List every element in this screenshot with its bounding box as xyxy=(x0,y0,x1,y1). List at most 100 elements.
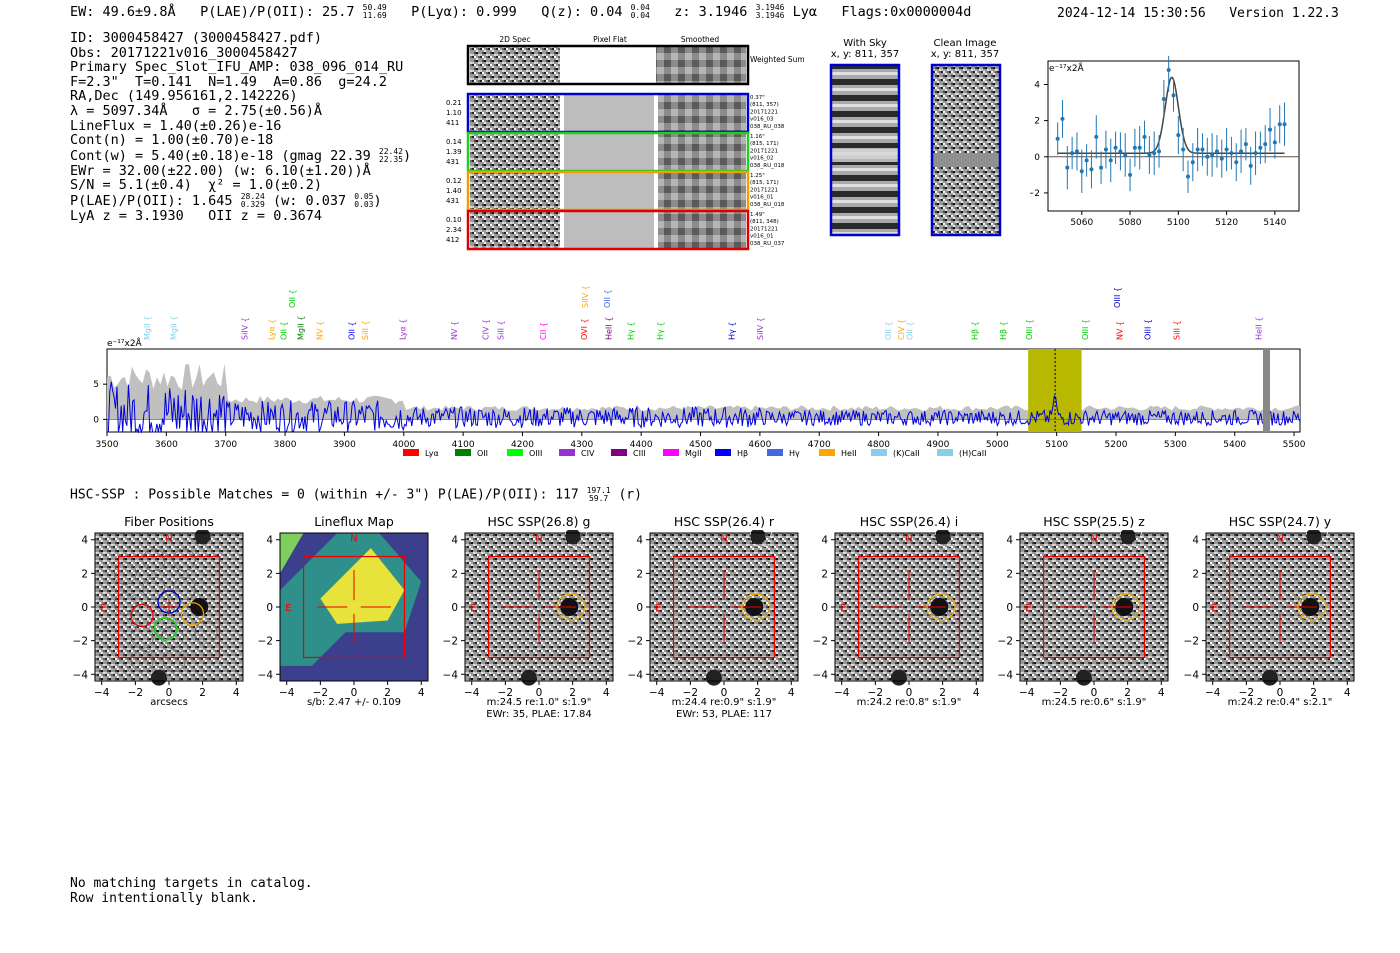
x-tick-label: 4 xyxy=(973,687,980,699)
line-marker-label: SiII { xyxy=(497,320,506,340)
y-tick-label: 0 xyxy=(1034,153,1040,163)
row-right-label: 1.25" xyxy=(750,173,765,179)
line-marker-label: SiIV { xyxy=(756,317,765,340)
neighbor-blob xyxy=(1305,530,1322,545)
full-spectrum-ylabel: e⁻¹⁷x2Å xyxy=(107,337,143,349)
data-point xyxy=(1205,154,1210,159)
fiber-green xyxy=(153,616,178,641)
line-marker-label: OVI { xyxy=(580,318,589,340)
data-point xyxy=(1229,151,1234,156)
info-plae-up: 28.24 xyxy=(240,191,265,201)
weighted-2dspec xyxy=(470,47,560,83)
row-right-label: (815, 171) xyxy=(750,180,779,186)
x-tick-label: 4 xyxy=(233,687,240,699)
cutout-panel: N E −4 −2 0 2 4 4 2 0 −2 −4 xyxy=(1184,530,1355,699)
row-left-label: 431 xyxy=(446,158,459,166)
source-ellipse xyxy=(556,593,586,621)
data-point xyxy=(1248,163,1253,168)
data-point xyxy=(1157,149,1162,154)
cutout-title: HSC SSP(26.4) r xyxy=(673,514,775,529)
neighbor-blob xyxy=(1261,669,1278,686)
x-tick-label: 5100 xyxy=(1167,218,1190,228)
x-tick-label: 4 xyxy=(1158,687,1165,699)
legend-item: HeII xyxy=(819,449,857,458)
x-tick-label: 5060 xyxy=(1070,218,1093,228)
cutout-title: Lineflux Map xyxy=(314,514,394,529)
north-label: N xyxy=(1090,533,1097,544)
data-point xyxy=(1152,151,1157,156)
x-tick-label: 5500 xyxy=(1283,440,1306,450)
y-tick-label: −4 xyxy=(998,669,1014,681)
legend-swatch xyxy=(715,449,731,456)
header-plae-lo: 11.69 xyxy=(362,11,387,20)
neighbor-blob xyxy=(705,669,722,686)
x-tick-label: −4 xyxy=(649,687,665,699)
legend-item: OIII xyxy=(507,449,542,458)
y-tick-label: 0 xyxy=(636,602,643,614)
neighbor-blob xyxy=(150,669,167,686)
hsc-summary-text: HSC-SSP : Possible Matches = 0 (within +… xyxy=(70,487,579,503)
row-right-label: (811, 348) xyxy=(750,219,779,225)
info-plae-w-lo: 0.03 xyxy=(354,199,374,209)
line-marker: MgII { xyxy=(296,316,305,340)
clean-image-title: Clean Image xyxy=(933,38,997,49)
header-z: z: 3.1946 xyxy=(674,4,748,20)
legend-swatch xyxy=(403,449,419,456)
line-marker-label: Hγ { xyxy=(727,322,736,340)
y-tick-label: 4 xyxy=(1192,535,1199,547)
fiber-orange xyxy=(180,602,205,626)
x-tick-label: 2 xyxy=(754,687,761,699)
aperture-box xyxy=(672,555,776,659)
line-marker-label: NV { xyxy=(450,321,459,340)
line-marker: SiII { xyxy=(1173,320,1182,340)
header-qz-lo: 0.04 xyxy=(630,11,650,20)
data-point xyxy=(1147,152,1152,157)
row-left-label: 0.14 xyxy=(446,138,462,146)
data-point xyxy=(1239,149,1244,154)
line-marker: Lyα { xyxy=(399,319,408,340)
neighbor-blob xyxy=(749,530,766,545)
col-label-2dspec: 2D Spec xyxy=(499,35,530,44)
line-marker-label: SiIV { xyxy=(241,317,250,340)
row-right-label: 20171221 xyxy=(750,148,778,154)
line-marker: OIII { xyxy=(1025,319,1034,340)
cutout-image xyxy=(650,533,798,681)
x-tick-label: −2 xyxy=(868,687,883,699)
x-tick-label: −4 xyxy=(94,687,110,699)
row-smoothed xyxy=(658,173,746,209)
cutout-title: HSC SSP(26.8) g xyxy=(487,514,591,529)
x-tick-label: −2 xyxy=(1239,687,1254,699)
east-label: E xyxy=(655,603,661,614)
spec2d-row: 0.10 2.34 412 1.49"(811, 348)20171221 v016_0… xyxy=(446,209,785,251)
east-label: E xyxy=(470,603,476,614)
data-point xyxy=(1060,116,1065,121)
aperture-box xyxy=(857,555,961,659)
cutout-image xyxy=(465,533,613,681)
clean-image-border xyxy=(930,63,1002,237)
data-point xyxy=(1200,147,1205,152)
data-point xyxy=(1065,165,1070,170)
row-smoothed xyxy=(658,134,746,170)
info-lambda: λ = 5097.34Å σ = 2.75(±0.56)Å xyxy=(70,102,322,119)
row-right-label: 20171221 xyxy=(750,187,778,193)
legend-label: CIII xyxy=(633,449,646,458)
upper-line-marker-label: SiIV { xyxy=(581,285,590,308)
line-marker: OII { xyxy=(884,321,893,340)
line-marker-label: MgII { xyxy=(169,316,178,340)
row-left-label: 0.21 xyxy=(446,99,462,107)
data-point xyxy=(1185,174,1190,179)
line-marker-label: OII { xyxy=(884,321,893,340)
cutout-panel: N E −4 −2 0 2 4 4 2 0 −2 −4 xyxy=(443,530,614,699)
data-point xyxy=(1268,127,1273,132)
legend-swatch xyxy=(767,449,783,456)
legend-item: OII xyxy=(455,449,488,458)
neighbor-aperture xyxy=(1305,530,1329,548)
row-right-label: v016_03 xyxy=(750,117,774,123)
x-tick-label: −2 xyxy=(1053,687,1068,699)
hsc-summary-filter: (r) xyxy=(618,487,642,503)
info-contn: Cont(n) = 1.00(±0.70)e-18 xyxy=(70,132,274,149)
legend-label: Lyα xyxy=(425,449,439,458)
legend-label: MgII xyxy=(685,449,702,458)
fiber-circle xyxy=(172,577,196,600)
data-point xyxy=(1094,134,1099,139)
